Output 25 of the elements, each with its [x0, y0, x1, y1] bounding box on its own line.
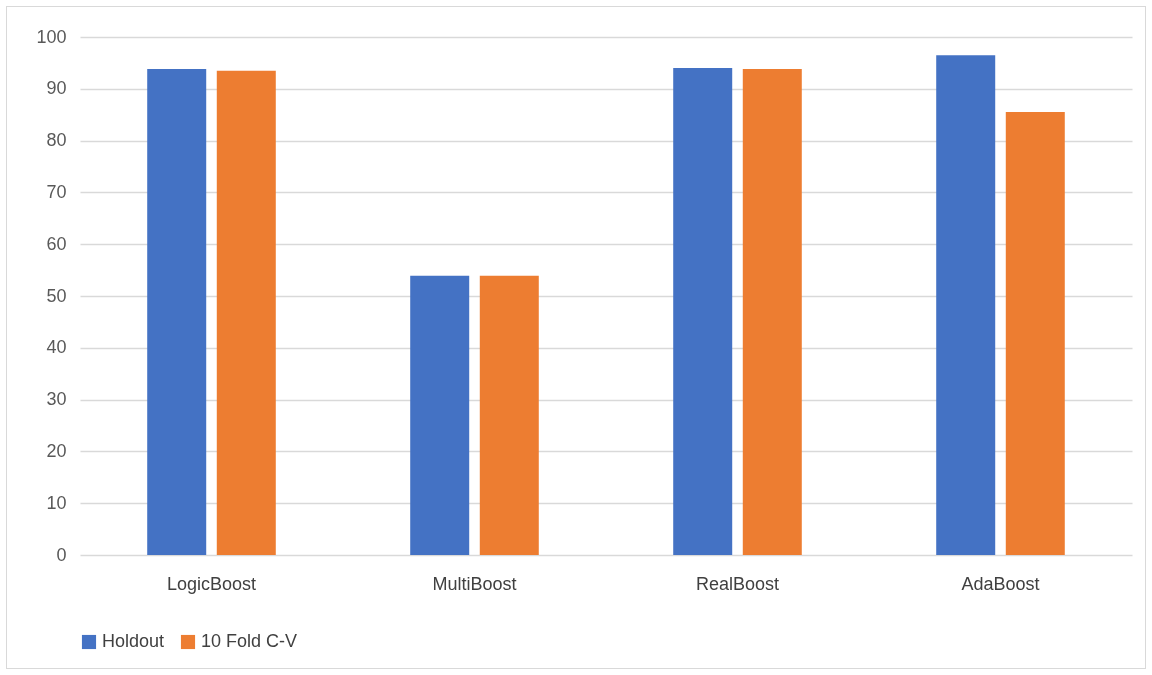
bar	[479, 275, 539, 555]
bar	[936, 55, 996, 555]
x-tick-label: MultiBoost	[432, 573, 517, 594]
x-tick-label: AdaBoost	[961, 573, 1040, 594]
y-tick-label: 40	[46, 337, 67, 358]
y-tick-label: 10	[46, 492, 67, 513]
y-tick-label: 0	[56, 544, 67, 565]
y-tick-label: 50	[46, 285, 67, 306]
bar	[410, 275, 470, 555]
bar	[216, 70, 276, 555]
y-tick-label: 20	[46, 440, 67, 461]
y-tick-label: 100	[36, 26, 67, 47]
legend-label: Holdout	[102, 631, 165, 651]
x-tick-label: LogicBoost	[166, 573, 257, 594]
x-tick-label: RealBoost	[695, 573, 780, 594]
y-tick-label: 30	[46, 389, 67, 410]
bar	[742, 69, 802, 555]
y-tick-label: 60	[46, 233, 67, 254]
bar	[673, 68, 733, 555]
y-tick-label: 70	[46, 181, 67, 202]
legend-label: 10 Fold C-V	[201, 631, 298, 651]
bar	[147, 69, 207, 555]
bar	[1005, 112, 1065, 555]
y-tick-label: 80	[46, 130, 67, 151]
y-tick-label: 90	[46, 78, 67, 99]
